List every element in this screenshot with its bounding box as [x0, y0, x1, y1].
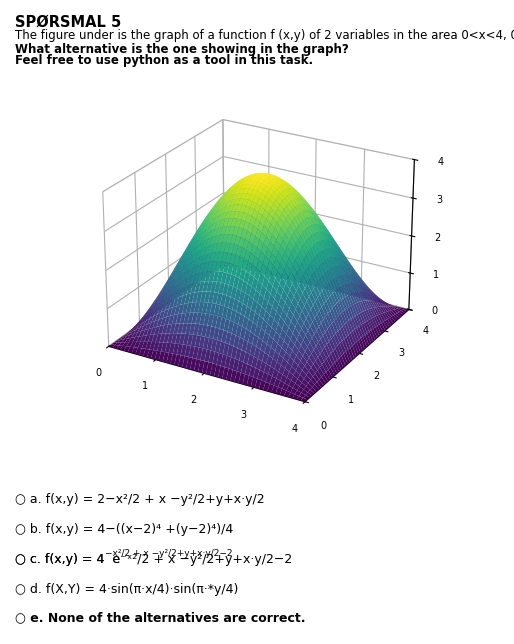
Text: The figure under is the graph of a function f (x,y) of 2 variables in the area 0: The figure under is the graph of a funct…: [15, 29, 514, 42]
Text: What alternative is the one showing in the graph?: What alternative is the one showing in t…: [15, 43, 349, 55]
Text: ○ b. f(x,y) = 4−((x−2)⁴ +(y−2)⁴)/4: ○ b. f(x,y) = 4−((x−2)⁴ +(y−2)⁴)/4: [15, 523, 234, 536]
Text: ○ a. f(x,y) = 2−x²/2 + x −y²/2+y+x·y/2: ○ a. f(x,y) = 2−x²/2 + x −y²/2+y+x·y/2: [15, 493, 265, 506]
Text: SPØRSMAL 5: SPØRSMAL 5: [15, 14, 122, 29]
Text: ○ d. f(X,Y) = 4·sin(π·x/4)·sin(π·*y/4): ○ d. f(X,Y) = 4·sin(π·x/4)·sin(π·*y/4): [15, 583, 239, 596]
Text: Feel free to use python as a tool in this task.: Feel free to use python as a tool in thi…: [15, 54, 314, 67]
Text: ○ e. None of the alternatives are correct.: ○ e. None of the alternatives are correc…: [15, 612, 306, 625]
Text: −x²/2 + x −y²/2+y+x·y/2−2: −x²/2 + x −y²/2+y+x·y/2−2: [105, 549, 233, 558]
Text: ○ c. f(x,y) = 4  e: ○ c. f(x,y) = 4 e: [15, 553, 121, 566]
Text: ○ c. f(x,y) = 4  e⁻ˣ²/2 + x −y²/2+y+x·y/2−2: ○ c. f(x,y) = 4 e⁻ˣ²/2 + x −y²/2+y+x·y/2…: [15, 553, 292, 566]
